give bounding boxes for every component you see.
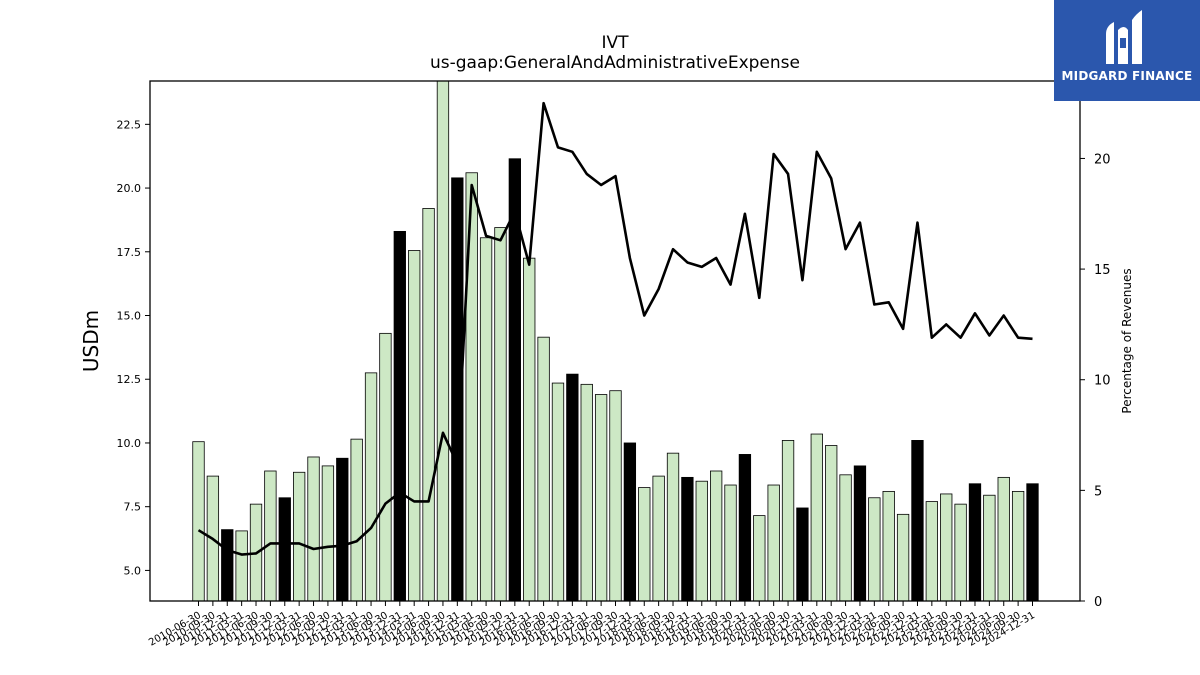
bar: [551, 382, 565, 602]
bar: [422, 208, 435, 602]
bar: [436, 80, 450, 602]
logo: MIDGARD FINANCE: [1054, 0, 1200, 101]
y-axis-right: 0 5 10 15 20: [1080, 152, 1111, 610]
y-right-tick-label: 15: [1094, 263, 1111, 278]
y-tick-label: 10.0: [117, 437, 142, 450]
line-series: [197, 101, 1033, 556]
y-tick-label: 17.5: [117, 246, 142, 259]
chart-subtitle: us-gaap:GeneralAndAdministrativeExpense: [430, 53, 800, 73]
bar: [796, 507, 809, 602]
bar: [321, 465, 335, 602]
bar: [221, 529, 234, 602]
bar: [652, 475, 665, 602]
bar: [983, 494, 996, 602]
bar: [997, 476, 1010, 602]
bar: [235, 530, 248, 602]
bar: [408, 250, 421, 602]
bar: [594, 394, 608, 602]
bar: [479, 237, 493, 602]
bar: [896, 513, 910, 602]
bar: [379, 332, 392, 602]
bar: [753, 515, 766, 602]
bar: [292, 471, 306, 602]
logo-text: MIDGARD FINANCE: [1061, 69, 1193, 83]
bar: [954, 503, 967, 602]
y-axis-label: USDm: [79, 310, 103, 372]
y-tick-label: 7.5: [124, 501, 142, 514]
x-axis: 2010-06-302010-09-302010-12-312011-03-31…: [147, 601, 1037, 649]
bar: [666, 452, 680, 602]
bar: [609, 390, 622, 602]
y-tick-label: 20.0: [117, 182, 142, 195]
bar: [336, 457, 349, 602]
bar: [925, 501, 938, 602]
bar: [810, 433, 823, 602]
midgard-logo-mark: [1106, 10, 1142, 64]
bar: [350, 438, 363, 602]
bar: [623, 442, 637, 602]
y-right-tick-label: 0: [1094, 595, 1102, 610]
bar: [940, 493, 953, 602]
bar: [364, 372, 378, 602]
y-right-tick-label: 20: [1094, 152, 1111, 167]
bar: [825, 445, 838, 602]
bar: [537, 336, 550, 602]
bar: [767, 484, 780, 602]
bar: [868, 497, 881, 602]
bar: [738, 454, 752, 602]
y-right-tick-label: 5: [1094, 484, 1102, 499]
bar-series: [192, 80, 1039, 602]
bar: [882, 490, 895, 602]
y-tick-label: 15.0: [117, 310, 142, 323]
bar: [638, 487, 651, 602]
bar: [494, 227, 507, 602]
bar: [681, 476, 694, 602]
bar: [393, 230, 406, 602]
y-axis-left: 5.0 7.5 10.0 12.5 15.0 17.5 20.0 22.5: [117, 118, 150, 577]
bar: [968, 483, 982, 602]
y-tick-label: 22.5: [117, 118, 142, 131]
bar: [192, 441, 205, 602]
bar: [566, 373, 579, 602]
bar: [724, 484, 737, 602]
chart-title: IVT: [601, 33, 629, 53]
bar: [781, 440, 795, 602]
line-percentage-of-revenues: [197, 101, 1033, 556]
bar: [1011, 490, 1025, 602]
bar: [523, 257, 536, 602]
bar: [853, 465, 867, 602]
bar: [580, 383, 593, 602]
bar: [839, 474, 852, 602]
bar: [264, 470, 277, 602]
bar: [465, 172, 478, 602]
bar: [911, 440, 924, 602]
y-right-tick-label: 10: [1094, 374, 1111, 389]
bar: [307, 456, 320, 602]
y-tick-label: 12.5: [117, 373, 142, 386]
bar: [1026, 483, 1039, 602]
y-axis-right-label: Percentage of Revenues: [1120, 268, 1134, 413]
y-tick-label: 5.0: [124, 564, 142, 577]
bar: [278, 497, 291, 602]
bar: [710, 470, 723, 602]
bar: [695, 480, 708, 602]
